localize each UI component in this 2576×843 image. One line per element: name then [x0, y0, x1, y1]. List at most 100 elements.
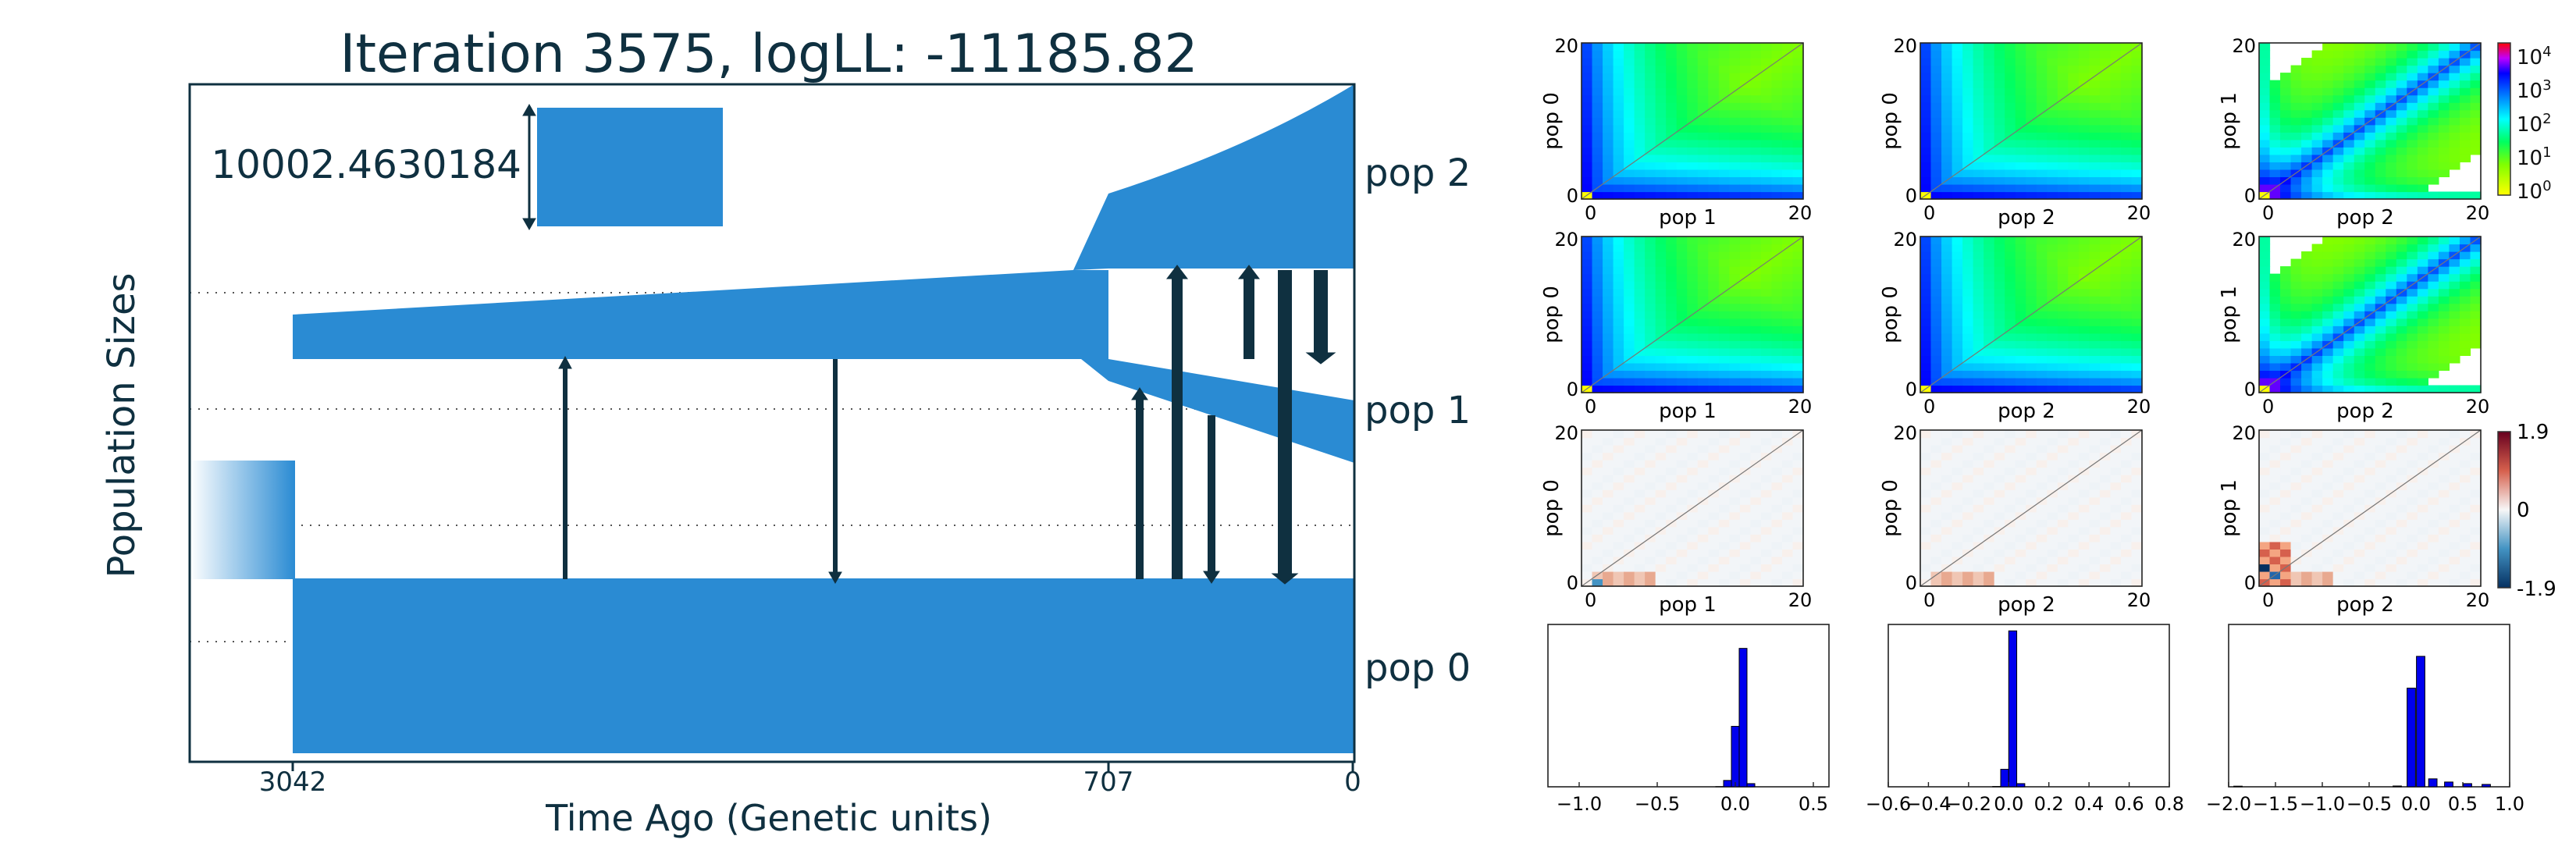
heatmap-r1-c2 — [2258, 236, 2482, 393]
histogram-bar — [1731, 726, 1740, 788]
histogram-tick-label: 0.5 — [1799, 793, 1828, 815]
tick-label-3042: 3042 — [259, 767, 327, 798]
diagonal-line — [2258, 429, 2482, 587]
time-ticks — [291, 762, 1354, 771]
colorbar-residual: 1.9 0 -1.9 — [2497, 421, 2556, 601]
cb-tick-1e3: 103 — [2517, 77, 2552, 103]
histogram-bar — [2428, 778, 2438, 788]
y-tick-min: 0 — [2244, 379, 2256, 400]
heatmap-r0-c1 — [1920, 42, 2143, 200]
scale-bar-box — [537, 108, 723, 226]
y-tick-max: 20 — [2232, 35, 2256, 57]
y-tick-min: 0 — [1567, 185, 1578, 207]
pop2-label: pop 2 — [1364, 151, 1471, 195]
histogram-tick-label: −2.0 — [2206, 793, 2251, 815]
x-tick-min: 0 — [1923, 396, 1935, 418]
y-tick-max: 20 — [1554, 422, 1578, 444]
histogram-bar — [1738, 648, 1748, 788]
histogram-bar — [2008, 630, 2018, 788]
y-tick-min: 0 — [1567, 572, 1578, 594]
diagonal-line — [1581, 236, 1804, 393]
residual-histogram-0: −1.0 −0.5 0.0 0.5 — [1547, 624, 1830, 815]
cb-res-zero: 0 — [2517, 499, 2530, 522]
x-tick-max: 20 — [2127, 202, 2151, 224]
histogram-bar — [2463, 783, 2472, 788]
pop1-label: pop 1 — [1364, 389, 1471, 432]
histogram-tick-label: 0.0 — [2401, 793, 2431, 815]
ancestral-population — [190, 461, 295, 579]
heatmap-y-label: pop 0 — [1540, 92, 1564, 150]
y-tick-min: 0 — [1905, 185, 1917, 207]
cb-tick-1e4: 104 — [2517, 44, 2552, 69]
pop0-label: pop 0 — [1364, 646, 1471, 690]
diagonal-line — [1920, 236, 2143, 393]
histogram-tick-label: −0.5 — [1635, 793, 1680, 815]
histogram-tick-label: 0.2 — [2034, 793, 2064, 815]
heatmap-r2-c0 — [1581, 429, 1804, 587]
tick-label-0: 0 — [1344, 767, 1361, 798]
residual-histogram-1: −0.6−0.4−0.2 0.0 0.2 0.4 0.6 0.8 — [1866, 624, 2184, 815]
heatmap-frame — [1581, 42, 1804, 200]
heatmap-r0-c0 — [1581, 42, 1804, 200]
x-tick-max: 20 — [2466, 589, 2490, 611]
diagonal-line — [2258, 236, 2482, 393]
y-tick-max: 20 — [1893, 229, 1917, 251]
y-tick-min: 0 — [2244, 185, 2256, 207]
x-tick-max: 20 — [1788, 589, 1813, 611]
residual-histogram-2: −2.0 −1.5 −1.0 −0.5 0.0 0.5 1.0 — [2206, 624, 2524, 815]
colorbar-sfs: 104 103 102 101 100 — [2497, 42, 2552, 204]
histogram-tick-label: 0.0 — [1994, 793, 2023, 815]
x-tick-min: 0 — [1923, 589, 1935, 611]
x-tick-max: 20 — [2127, 396, 2151, 418]
histogram-tick-label: −0.6 — [1866, 793, 1911, 815]
pop2-band — [1073, 84, 1354, 270]
heatmap-frame — [1581, 236, 1804, 393]
diagonal-line — [1581, 429, 1804, 587]
heatmap-r1-c0 — [1581, 236, 1804, 393]
heatmap-r0-c2 — [2258, 42, 2482, 200]
histogram-tick-label: 0.6 — [2114, 793, 2144, 815]
y-tick-min: 0 — [1905, 379, 1917, 400]
demography-panel: Iteration 3575, logLL: -11185.82 Populat… — [100, 23, 1471, 839]
heatmap-y-label: pop 0 — [1879, 286, 1902, 343]
y-tick-max: 20 — [2232, 422, 2256, 444]
heatmap-frame — [1920, 236, 2143, 393]
y-tick-max: 20 — [1554, 229, 1578, 251]
x-tick-max: 20 — [2466, 202, 2490, 224]
plot-frame — [188, 83, 1356, 763]
diagonal-line — [1920, 429, 2143, 587]
tick-label-707: 707 — [1083, 767, 1134, 798]
heatmap-y-label: pop 1 — [2218, 479, 2241, 537]
histogram-tick-label: 0.0 — [1720, 793, 1750, 815]
split-gap — [1108, 270, 1354, 359]
heatmap-x-label: pop 2 — [1998, 400, 2055, 423]
heatmap-x-label: pop 2 — [2336, 400, 2394, 423]
y-tick-max: 20 — [1554, 35, 1578, 57]
histogram-tick-label: 0.5 — [2448, 793, 2478, 815]
heatmap-x-label: pop 1 — [1659, 206, 1717, 229]
histogram-tick-label: 0.8 — [2154, 793, 2184, 815]
y-tick-min: 0 — [1905, 572, 1917, 594]
heatmap-x-label: pop 1 — [1659, 593, 1717, 617]
histogram-bar — [2482, 784, 2491, 788]
x-tick-max: 20 — [1788, 202, 1813, 224]
heatmap-y-label: pop 0 — [1879, 479, 1902, 537]
heatmap-x-label: pop 2 — [2336, 206, 2394, 229]
x-tick-min: 0 — [1923, 202, 1935, 224]
heatmap-r2-c2 — [2258, 429, 2482, 587]
diagonal-line — [2258, 42, 2482, 200]
y-tick-min: 0 — [1567, 379, 1578, 400]
y-tick-min: 0 — [2244, 572, 2256, 594]
cb-tick-1e1: 101 — [2517, 144, 2552, 170]
x-tick-min: 0 — [1585, 202, 1596, 224]
heatmap-frame — [1920, 42, 2143, 200]
cb-tick-1e0: 100 — [2517, 178, 2552, 204]
histogram-tick-label: −1.5 — [2253, 793, 2298, 815]
histogram-tick-label: 1.0 — [2495, 793, 2524, 815]
x-tick-min: 0 — [1585, 589, 1596, 611]
heatmap-frame — [1581, 429, 1804, 587]
x-tick-min: 0 — [2262, 589, 2274, 611]
x-tick-max: 20 — [2127, 589, 2151, 611]
